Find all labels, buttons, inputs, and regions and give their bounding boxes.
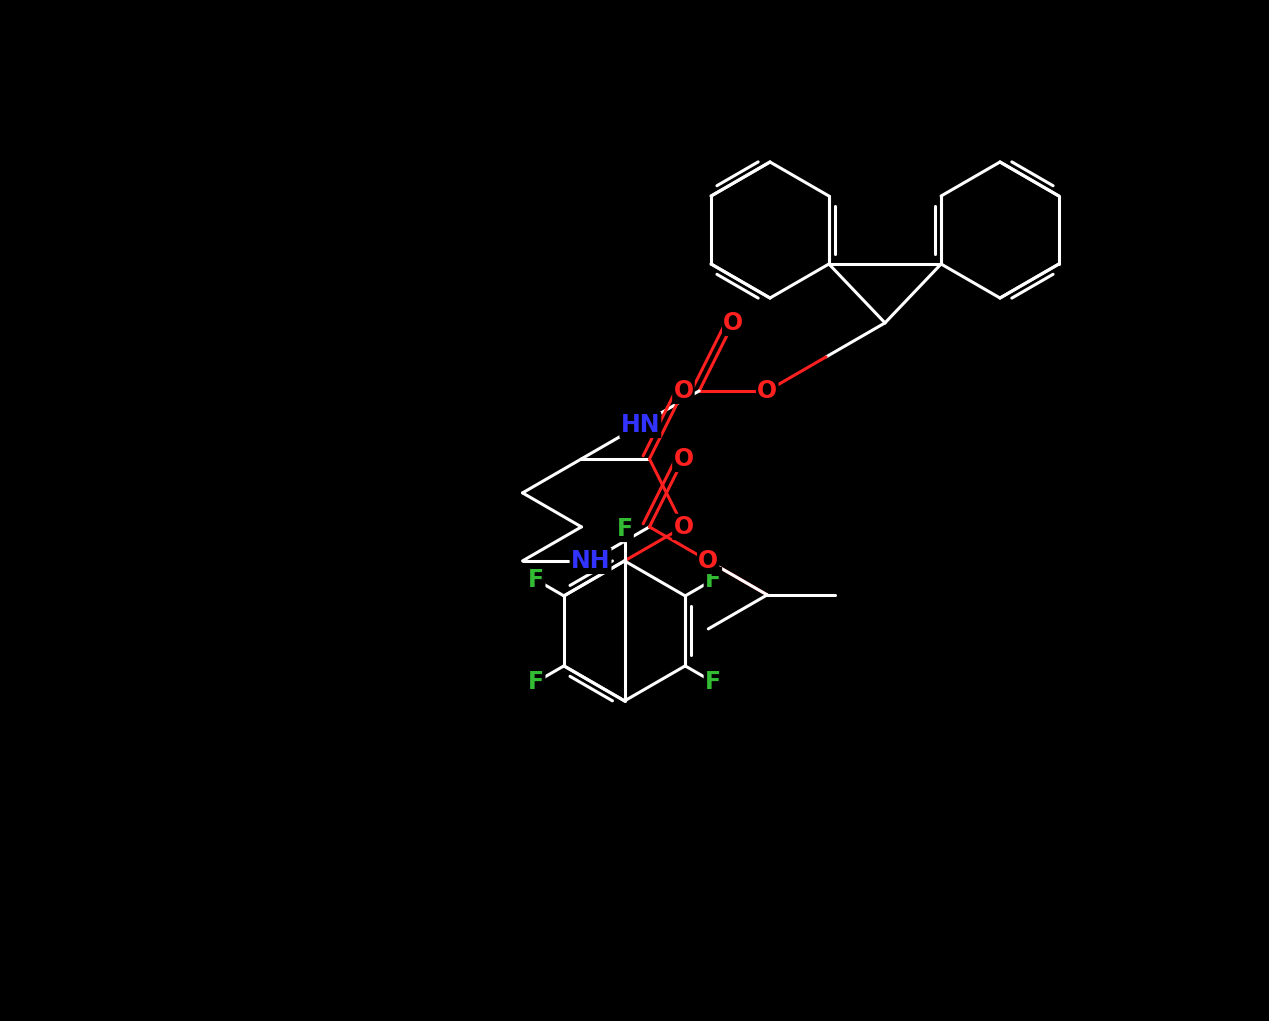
Text: F: F <box>528 568 544 592</box>
Text: HN: HN <box>621 412 660 437</box>
Text: F: F <box>704 568 721 592</box>
Text: O: O <box>723 310 744 335</box>
Text: O: O <box>758 379 778 403</box>
Text: O: O <box>698 549 718 573</box>
Text: F: F <box>704 670 721 694</box>
Text: F: F <box>617 517 633 541</box>
Text: F: F <box>528 670 544 694</box>
Text: NH: NH <box>571 549 610 573</box>
Text: O: O <box>674 447 693 471</box>
Text: O: O <box>674 515 693 539</box>
Text: O: O <box>674 379 693 403</box>
